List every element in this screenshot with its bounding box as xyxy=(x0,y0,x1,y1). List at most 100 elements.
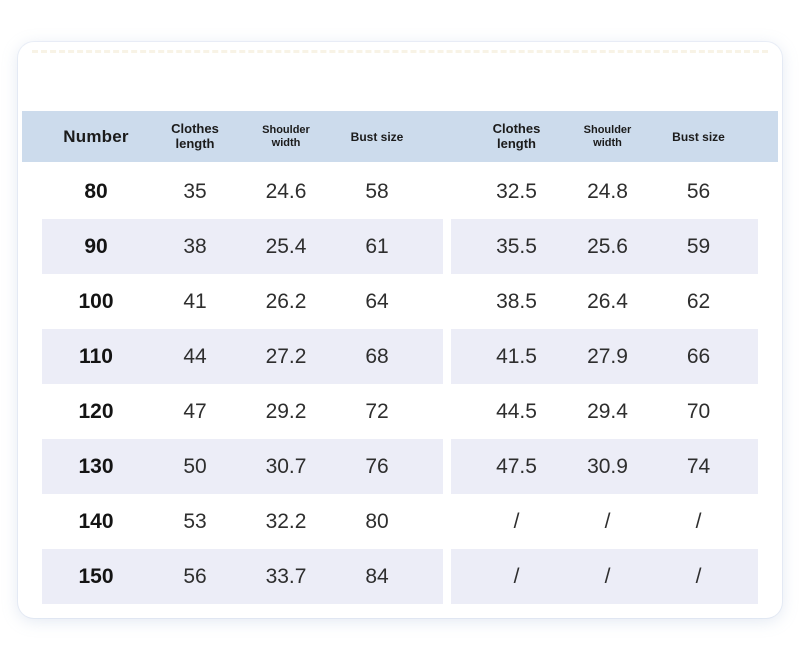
bust-size-right-cell: 66 xyxy=(686,344,711,368)
table-header-row: Number Clothes length Shoulder width Bus… xyxy=(22,111,778,162)
row-left-segment: 90 38 25.4 61 xyxy=(42,219,443,274)
shoulder-width-right-cell: 30.9 xyxy=(587,454,628,478)
bust-size-left-cell: 80 xyxy=(365,509,389,533)
row-left-segment: 150 56 33.7 84 xyxy=(42,549,443,604)
clothes-length-right-cell: / xyxy=(513,509,520,533)
shoulder-width-right-cell: / xyxy=(604,564,611,588)
number-cell: 140 xyxy=(78,509,114,533)
number-cell: 90 xyxy=(84,234,108,258)
clothes-length-left-cell: 56 xyxy=(183,564,207,588)
row-right-segment: 38.5 26.4 62 xyxy=(451,274,758,329)
segment-gap xyxy=(443,219,451,274)
bust-size-left-cell: 61 xyxy=(365,234,389,258)
bust-size-right-cell: 59 xyxy=(686,234,711,258)
shoulder-width-right-cell: 29.4 xyxy=(587,399,628,423)
header-number-label: Number xyxy=(63,126,129,146)
header-shoulder-width-left-label: Shoulder width xyxy=(262,123,310,149)
row-right-segment: 41.5 27.9 66 xyxy=(451,329,758,384)
clothes-length-right-cell: 44.5 xyxy=(496,399,537,423)
clothes-length-left-cell: 44 xyxy=(183,344,207,368)
shoulder-width-right-cell: 27.9 xyxy=(587,344,628,368)
clothes-length-right-cell: 32.5 xyxy=(496,179,537,203)
size-row-90: 90 38 25.4 61 35.5 25.6 59 xyxy=(42,219,758,274)
clothes-length-left-cell: 35 xyxy=(183,179,207,203)
segment-gap xyxy=(443,274,451,329)
clothes-length-left-cell: 53 xyxy=(183,509,207,533)
row-left-segment: 130 50 30.7 76 xyxy=(42,439,443,494)
row-right-segment: 44.5 29.4 70 xyxy=(451,384,758,439)
size-row-110: 110 44 27.2 68 41.5 27.9 66 xyxy=(42,329,758,384)
number-cell: 150 xyxy=(78,564,114,588)
size-row-100: 100 41 26.2 64 38.5 26.4 62 xyxy=(42,274,758,329)
segment-gap xyxy=(443,494,451,549)
header-number: Number xyxy=(42,127,150,147)
row-left-segment: 80 35 24.6 58 xyxy=(42,164,443,219)
segment-gap xyxy=(443,549,451,604)
shoulder-width-left-cell: 24.6 xyxy=(265,179,307,203)
number-cell: 100 xyxy=(78,289,114,313)
header-bust-size-right-label: Bust size xyxy=(672,129,725,144)
row-right-segment: / / / xyxy=(451,494,758,549)
row-left-segment: 140 53 32.2 80 xyxy=(42,494,443,549)
header-shoulder-width-right-label: Shoulder width xyxy=(583,123,632,149)
clothes-length-right-cell: 38.5 xyxy=(496,289,537,313)
row-left-segment: 100 41 26.2 64 xyxy=(42,274,443,329)
shoulder-width-left-cell: 30.7 xyxy=(265,454,307,478)
bust-size-right-cell: 74 xyxy=(686,454,711,478)
shoulder-width-right-cell: 25.6 xyxy=(587,234,628,258)
size-chart-card: Number Clothes length Shoulder width Bus… xyxy=(18,42,782,618)
header-clothes-length-left-label: Clothes length xyxy=(171,120,219,151)
row-right-segment: 35.5 25.6 59 xyxy=(451,219,758,274)
bust-size-right-cell: 62 xyxy=(686,289,711,313)
shoulder-width-right-cell: / xyxy=(604,509,611,533)
bust-size-right-cell: / xyxy=(695,564,702,588)
bust-size-left-cell: 72 xyxy=(365,399,389,423)
bust-size-left-cell: 84 xyxy=(365,564,389,588)
row-right-segment: 47.5 30.9 74 xyxy=(451,439,758,494)
segment-gap xyxy=(443,164,451,219)
row-right-segment: / / / xyxy=(451,549,758,604)
shoulder-width-right-cell: 26.4 xyxy=(587,289,628,313)
size-row-80: 80 35 24.6 58 32.5 24.8 56 xyxy=(42,164,758,219)
header-shoulder-width-left: Shoulder width xyxy=(240,124,332,150)
size-row-140: 140 53 32.2 80 / / / xyxy=(42,494,758,549)
clothes-length-left-cell: 47 xyxy=(183,399,207,423)
size-row-120: 120 47 29.2 72 44.5 29.4 70 xyxy=(42,384,758,439)
size-row-130: 130 50 30.7 76 47.5 30.9 74 xyxy=(42,439,758,494)
clothes-length-left-cell: 41 xyxy=(183,289,207,313)
row-left-segment: 120 47 29.2 72 xyxy=(42,384,443,439)
segment-gap xyxy=(443,329,451,384)
bust-size-left-cell: 68 xyxy=(365,344,389,368)
shoulder-width-left-cell: 25.4 xyxy=(265,234,307,258)
clothes-length-right-cell: 47.5 xyxy=(496,454,537,478)
bust-size-right-cell: / xyxy=(695,509,702,533)
table-body: 80 35 24.6 58 32.5 24.8 56 90 38 25.4 61 35.5 25.6 59… xyxy=(42,164,758,604)
shoulder-width-left-cell: 26.2 xyxy=(265,289,307,313)
number-cell: 110 xyxy=(79,344,113,368)
number-cell: 130 xyxy=(78,454,114,478)
clothes-length-right-cell: 35.5 xyxy=(496,234,537,258)
shoulder-width-left-cell: 33.7 xyxy=(265,564,307,588)
bust-size-left-cell: 76 xyxy=(365,454,389,478)
header-bust-size-left: Bust size xyxy=(332,130,422,144)
shoulder-width-left-cell: 29.2 xyxy=(265,399,307,423)
shoulder-width-right-cell: 24.8 xyxy=(587,179,628,203)
decorative-dashed-line xyxy=(32,50,768,53)
row-right-segment: 32.5 24.8 56 xyxy=(451,164,758,219)
header-bust-size-left-label: Bust size xyxy=(350,129,404,144)
header-bust-size-right: Bust size xyxy=(653,130,744,144)
shoulder-width-left-cell: 32.2 xyxy=(265,509,307,533)
header-clothes-length-right-label: Clothes length xyxy=(492,120,541,151)
clothes-length-right-cell: 41.5 xyxy=(496,344,537,368)
segment-gap xyxy=(443,439,451,494)
bust-size-right-cell: 56 xyxy=(686,179,711,203)
header-clothes-length-left: Clothes length xyxy=(150,120,240,151)
bust-size-left-cell: 64 xyxy=(365,289,389,313)
clothes-length-left-cell: 50 xyxy=(183,454,207,478)
segment-gap xyxy=(443,384,451,439)
size-row-150: 150 56 33.7 84 / / / xyxy=(42,549,758,604)
header-clothes-length-right: Clothes length xyxy=(471,120,562,151)
shoulder-width-left-cell: 27.2 xyxy=(265,344,307,368)
clothes-length-right-cell: / xyxy=(513,564,520,588)
bust-size-right-cell: 70 xyxy=(686,399,711,423)
